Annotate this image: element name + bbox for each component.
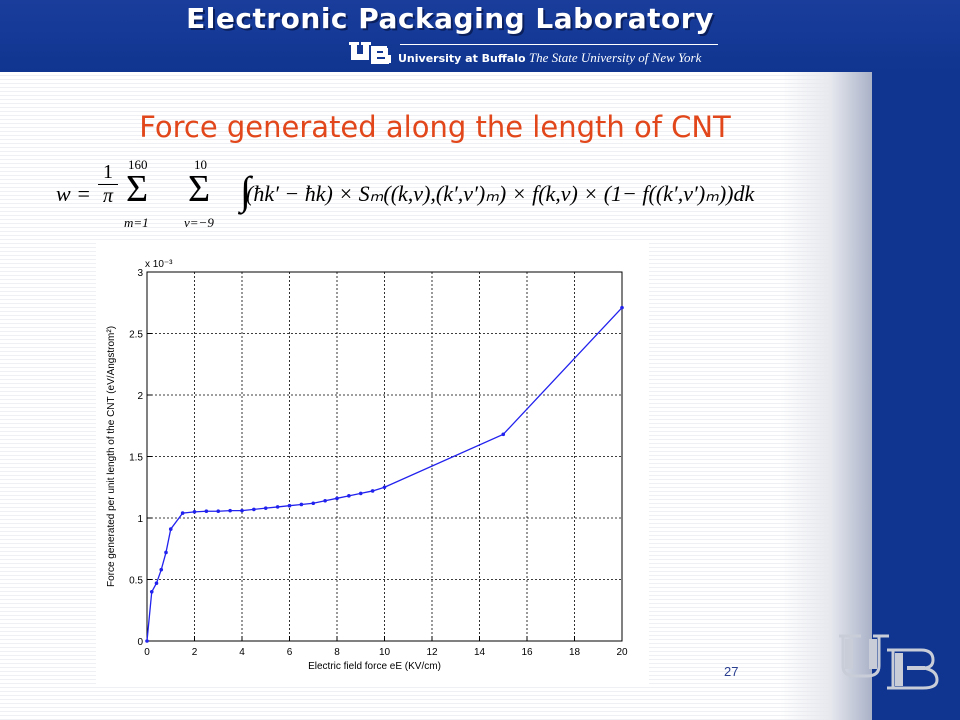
x-tick-label: 6 <box>287 647 293 658</box>
sum1-sigma-icon: Σ <box>126 168 149 210</box>
series-layer <box>145 305 624 643</box>
right-panel <box>872 72 960 720</box>
y-tick-label: 2.5 <box>129 330 143 341</box>
integral-icon: ∫ <box>240 168 251 213</box>
university-name: University at Buffalo <box>398 52 526 65</box>
data-point <box>275 505 280 509</box>
x-tick-label: 18 <box>569 647 581 658</box>
header-banner: Electronic Packaging Laboratory Universi… <box>0 0 960 72</box>
data-point <box>335 496 339 501</box>
sum1-upper-limit: 160 <box>128 157 148 172</box>
series-line <box>146 307 623 642</box>
data-point <box>168 527 173 531</box>
y-tick-label: 2 <box>137 391 143 402</box>
data-point <box>311 501 316 506</box>
tick-layer: 0 2 4 6 8 10 12 14 16 18 20 0 0.5 1 1.5 2 2.5 3 <box>129 268 628 658</box>
fraction-denominator: π <box>102 185 114 207</box>
data-point <box>501 432 506 437</box>
y-tick-label: 1.5 <box>129 453 143 464</box>
ub-logo-small-icon <box>349 42 391 64</box>
data-point <box>228 508 232 513</box>
data-point <box>263 506 268 510</box>
fraction-bar <box>98 184 118 185</box>
data-point <box>240 508 244 513</box>
x-tick-label: 8 <box>334 647 340 658</box>
data-point <box>347 494 351 498</box>
data-point <box>358 491 363 496</box>
x-tick-label: 14 <box>474 647 486 658</box>
y-tick-label: 0 <box>137 637 143 648</box>
data-point <box>145 639 149 643</box>
data-point <box>287 503 292 508</box>
grid-layer <box>147 272 622 641</box>
chart-panel: 0 2 4 6 8 10 12 14 16 18 20 0 0.5 1 1.5 2 2.5 3 x 10⁻³ El… <box>96 240 649 686</box>
x-tick-label: 4 <box>239 647 245 658</box>
data-point <box>216 509 221 514</box>
sum1-lower-limit: m=1 <box>124 215 149 230</box>
formula-fraction: 1 π <box>96 161 120 208</box>
slide-title: Force generated along the length of CNT <box>139 110 731 144</box>
y-tick-label: 3 <box>137 268 143 279</box>
y-tick-label: 1 <box>137 514 143 525</box>
sum2-sigma-icon: Σ <box>188 168 211 210</box>
data-point <box>164 550 168 555</box>
sum2-upper-limit: 10 <box>194 157 207 172</box>
formula-lhs: w = <box>56 181 92 206</box>
ub-logo-large-icon <box>839 634 939 690</box>
data-point <box>192 510 197 514</box>
data-point <box>252 507 256 512</box>
x-tick-label: 2 <box>192 647 198 658</box>
lab-title: Electronic Packaging Laboratory <box>186 2 714 35</box>
data-point <box>180 511 185 515</box>
data-point <box>149 590 154 594</box>
data-point <box>370 489 375 493</box>
state-university-name: The State University of New York <box>528 50 702 65</box>
x-tick-label: 20 <box>616 647 628 658</box>
x-axis-label: Electric field force eE (KV/cm) <box>308 661 441 672</box>
fraction-numerator: 1 <box>103 161 113 183</box>
data-point <box>323 498 327 503</box>
force-chart: 0 2 4 6 8 10 12 14 16 18 20 0 0.5 1 1.5 2 2.5 3 x 10⁻³ El… <box>106 259 628 672</box>
data-point <box>299 502 304 507</box>
data-point <box>620 305 624 310</box>
page-number: 27 <box>724 664 739 679</box>
y-multiplier-label: x 10⁻³ <box>145 259 173 270</box>
university-line: University at Buffalo The State Universi… <box>398 50 701 66</box>
formula-integrand: (ħk′ − ħk) × Sₘ((k,ν),(k′,ν′)ₘ) × f(k,ν)… <box>246 181 755 206</box>
x-tick-label: 16 <box>521 647 533 658</box>
x-tick-label: 12 <box>426 647 438 658</box>
x-tick-label: 10 <box>379 647 391 658</box>
y-tick-label: 0.5 <box>129 576 143 587</box>
y-axis-label: Force generated per unit length of the C… <box>106 326 117 587</box>
sum2-lower-limit: ν=−9 <box>184 215 214 230</box>
data-point <box>154 581 159 585</box>
data-point <box>204 509 209 514</box>
header-rule <box>400 44 718 45</box>
data-point <box>159 567 164 572</box>
right-shade <box>780 72 872 720</box>
data-point <box>382 485 387 490</box>
x-tick-label: 0 <box>144 647 150 658</box>
